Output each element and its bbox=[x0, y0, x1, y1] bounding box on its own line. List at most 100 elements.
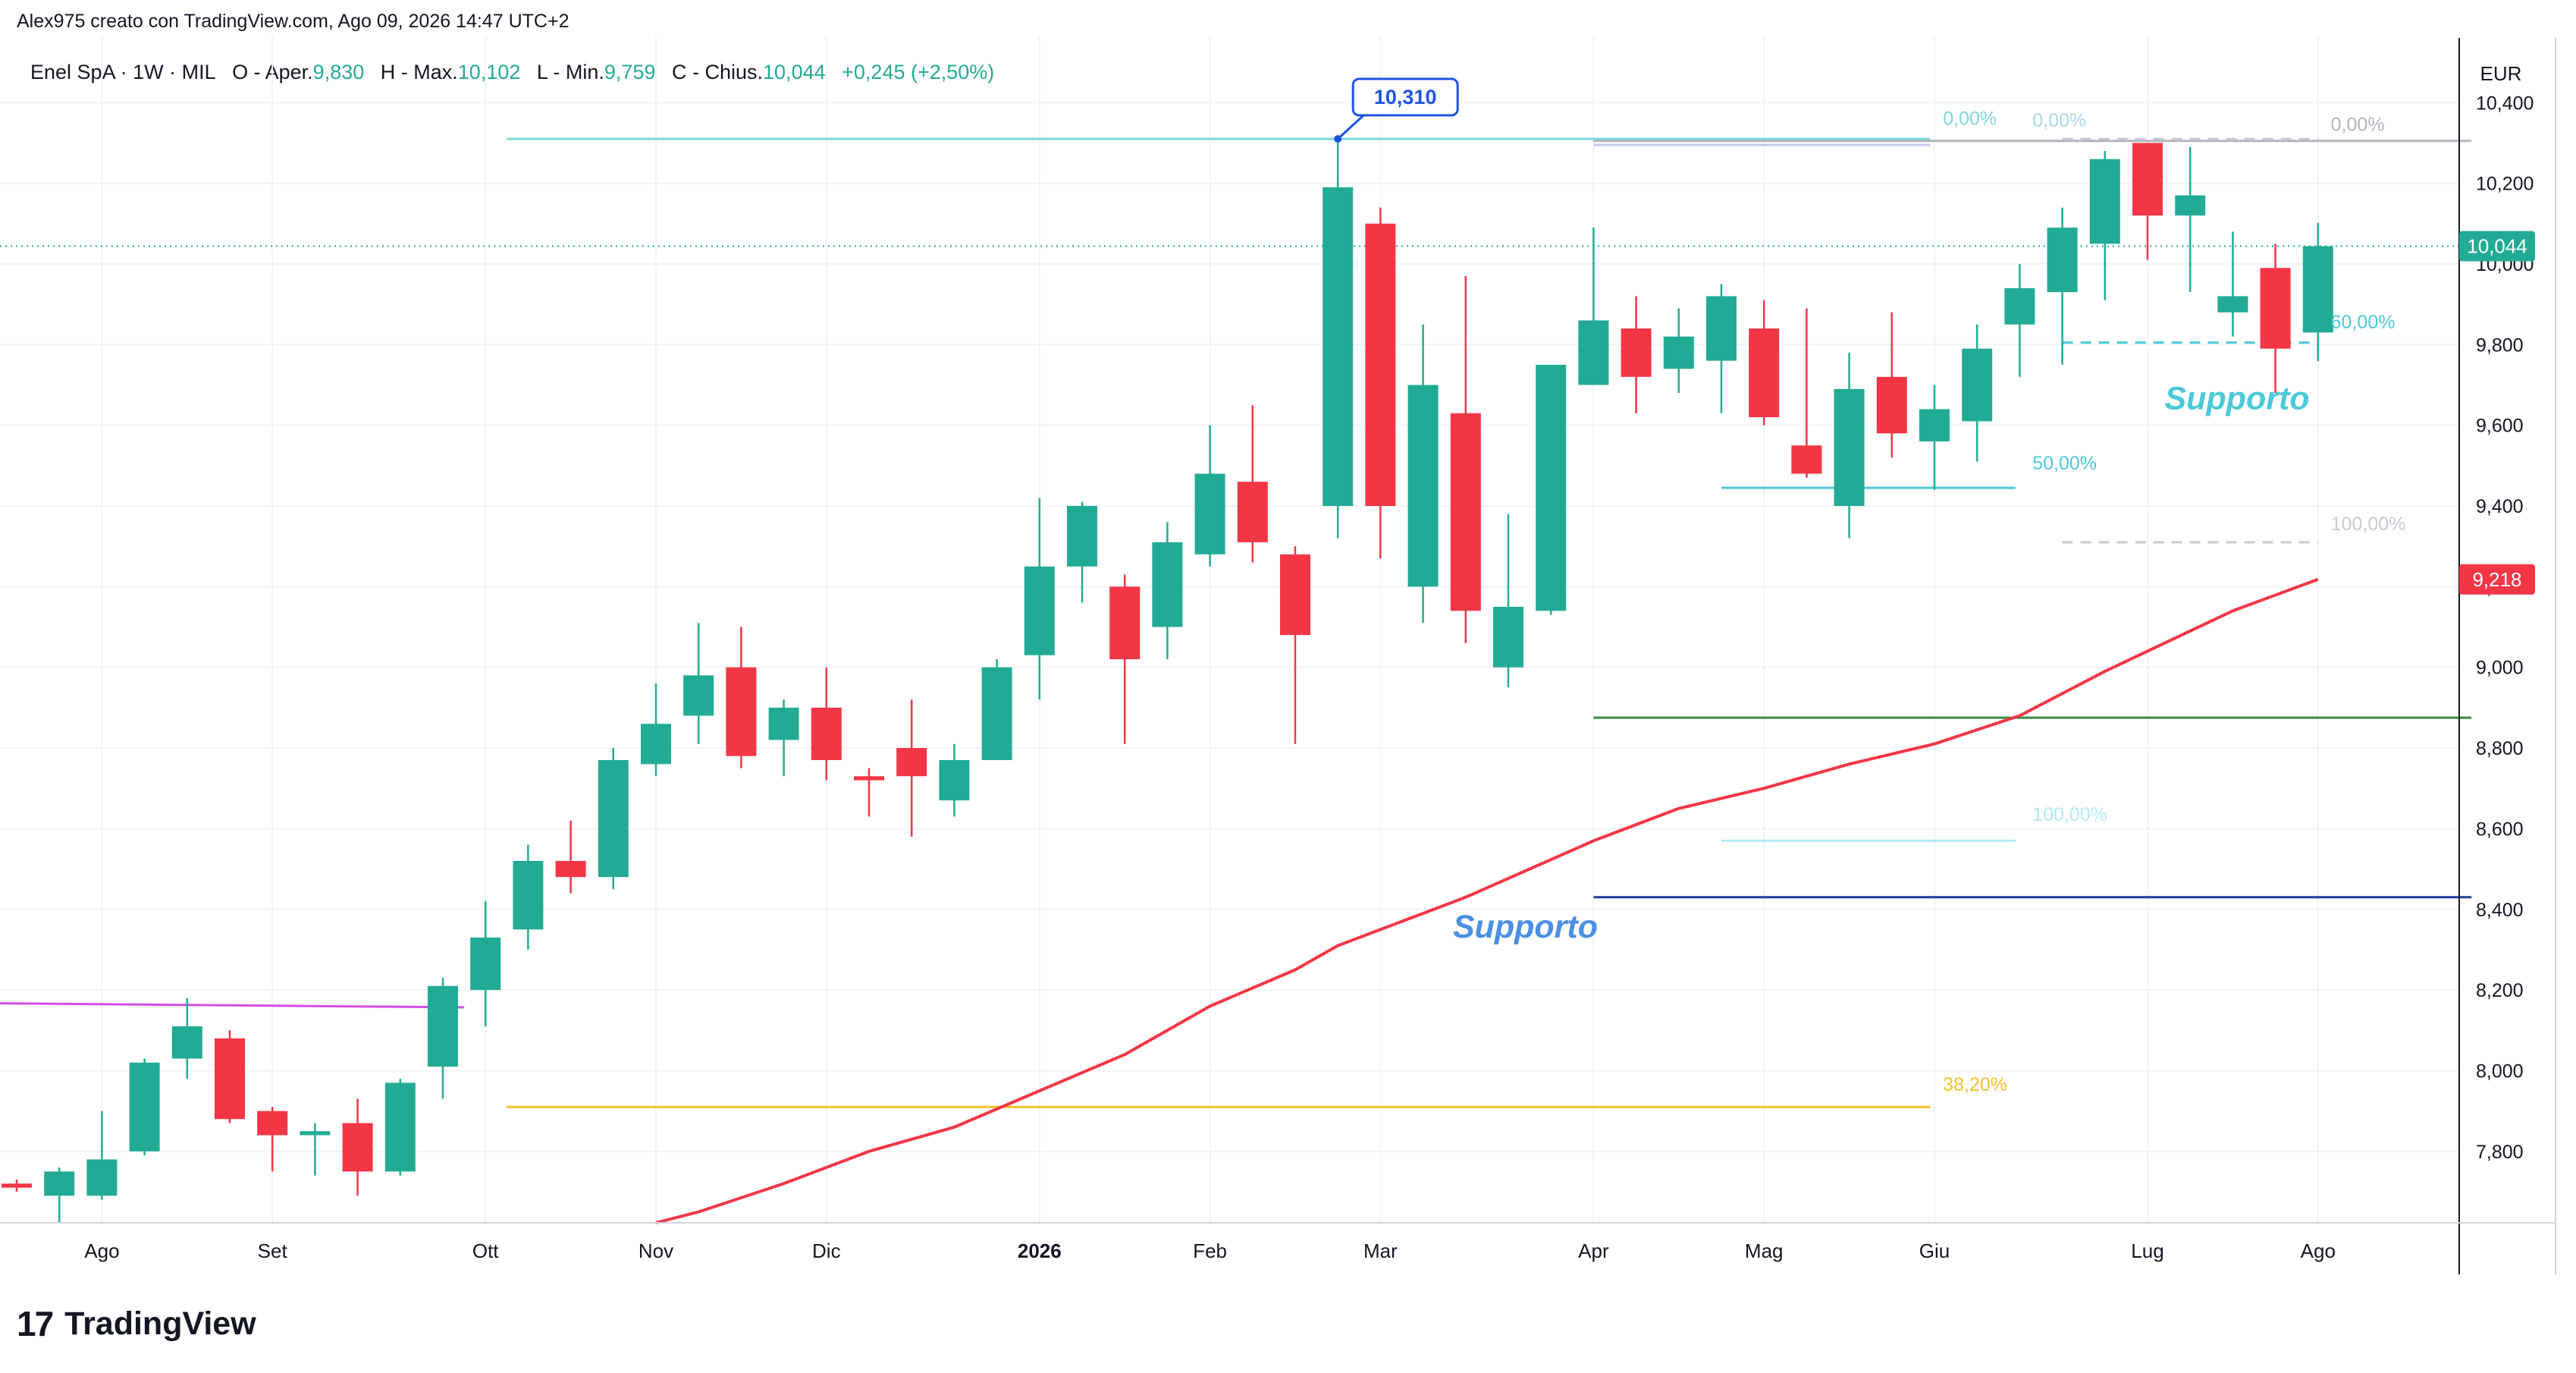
candle bbox=[939, 743, 970, 817]
price-chart[interactable]: 0,00% 0,00% 0,00% 60,00% 50,00% 100,00% 100,00… bbox=[0, 0, 2576, 1290]
change-value: +0,245 (+2,50%) bbox=[842, 61, 995, 83]
candle-body bbox=[384, 1082, 416, 1172]
candle-body bbox=[1067, 506, 1097, 567]
low-label: L - Min. bbox=[536, 61, 604, 83]
candle bbox=[428, 978, 458, 1099]
candle-body bbox=[1365, 223, 1396, 506]
time-axis[interactable]: Ago Set Ott Nov Dic 2026 Feb Mar Apr Mag Giu Lug Ago bbox=[0, 1222, 2556, 1262]
candle-body bbox=[2175, 195, 2206, 216]
candle-body bbox=[1109, 586, 1141, 660]
symbol-name[interactable]: Enel SpA · 1W · MIL bbox=[30, 61, 216, 83]
candle bbox=[1407, 324, 1439, 624]
candle-body bbox=[1280, 554, 1310, 636]
currency-label: EUR bbox=[2480, 62, 2522, 85]
candle bbox=[300, 1123, 331, 1176]
high-label: H - Max. bbox=[380, 61, 458, 83]
candle-body bbox=[2217, 296, 2248, 313]
annotation-label: Supporto bbox=[1453, 909, 1598, 945]
candle-body bbox=[215, 1038, 245, 1120]
candle-body bbox=[2, 1183, 32, 1188]
candle bbox=[1621, 296, 1652, 413]
candle bbox=[44, 1167, 75, 1223]
candle bbox=[257, 1107, 288, 1172]
candle bbox=[1536, 364, 1567, 615]
time-tick: Lug bbox=[2131, 1239, 2163, 1262]
candle-body bbox=[726, 667, 757, 756]
candle-body bbox=[129, 1062, 160, 1151]
candle bbox=[1493, 514, 1523, 688]
candle-body bbox=[598, 760, 629, 878]
candle-body bbox=[555, 860, 586, 878]
candle-body bbox=[1834, 388, 1865, 506]
candle bbox=[1067, 501, 1097, 603]
price-tick: 8,800 bbox=[2476, 738, 2524, 759]
time-tick: Apr bbox=[1578, 1239, 1609, 1262]
candle-body bbox=[1876, 376, 1907, 434]
price-axis[interactable]: 7,8008,0008,2008,4008,6008,8009,0009,200… bbox=[2458, 38, 2556, 1274]
drawing-lines bbox=[0, 137, 2472, 1108]
candle-body bbox=[939, 760, 970, 801]
candle bbox=[1109, 574, 1141, 744]
header-credit: Alex975 creato con TradingView.com, Ago … bbox=[17, 11, 569, 32]
price-tick: 9,800 bbox=[2476, 335, 2524, 356]
callout-box bbox=[1351, 77, 1459, 117]
high-value: 10,102 bbox=[457, 61, 521, 83]
candle-body bbox=[257, 1111, 288, 1136]
candle bbox=[598, 748, 629, 890]
candle bbox=[1323, 139, 1354, 539]
time-tick: Set bbox=[258, 1239, 288, 1262]
price-tick: 8,000 bbox=[2476, 1060, 2524, 1082]
candle bbox=[1024, 498, 1055, 700]
candle-body bbox=[1791, 445, 1822, 474]
price-tick: 8,400 bbox=[2476, 900, 2524, 921]
price-label: 10,044 bbox=[2467, 235, 2527, 258]
candle bbox=[2217, 231, 2248, 337]
candle bbox=[86, 1111, 118, 1200]
line-magenta bbox=[0, 1002, 465, 1009]
candle bbox=[2089, 151, 2120, 300]
candle-body bbox=[1194, 473, 1225, 555]
candle bbox=[2047, 207, 2078, 365]
candle-body bbox=[44, 1171, 75, 1196]
candle-body bbox=[1237, 482, 1268, 542]
annotation-label: 38,20% bbox=[1943, 1074, 2007, 1095]
annotation-label: 100,00% bbox=[2032, 804, 2107, 825]
candle bbox=[1365, 207, 1396, 559]
price-tick: 10,200 bbox=[2476, 174, 2534, 195]
symbol-legend: Enel SpA · 1W · MIL O - Aper.9,830 H - M… bbox=[30, 61, 994, 84]
candle bbox=[215, 1030, 245, 1123]
candle-body bbox=[1024, 566, 1055, 655]
candle-body bbox=[1621, 328, 1652, 377]
callout-pointer bbox=[1337, 114, 1365, 140]
candle bbox=[683, 623, 714, 744]
candle-body bbox=[1919, 409, 1950, 441]
time-tick: Nov bbox=[639, 1239, 673, 1262]
candle-body bbox=[470, 937, 501, 991]
candle bbox=[1876, 312, 1907, 458]
price-label: 9,218 bbox=[2472, 568, 2521, 591]
annotation-label: 50,00% bbox=[2032, 453, 2097, 474]
candle bbox=[470, 901, 501, 1026]
candle bbox=[513, 844, 544, 950]
candle-body bbox=[854, 776, 884, 781]
candle bbox=[342, 1098, 373, 1196]
annotation-label: 100,00% bbox=[2331, 514, 2406, 535]
time-tick: Mar bbox=[1363, 1239, 1398, 1262]
callout-value: 10,310 bbox=[1374, 86, 1437, 108]
candle bbox=[2132, 143, 2163, 260]
candle-body bbox=[1450, 413, 1481, 611]
candles bbox=[2, 139, 2333, 1223]
candle-body bbox=[2132, 143, 2163, 216]
candle bbox=[2, 1180, 32, 1192]
moving-average bbox=[655, 577, 2319, 1224]
candle-body bbox=[1749, 328, 1780, 418]
candle-body bbox=[86, 1159, 118, 1196]
candle-body bbox=[896, 748, 927, 777]
candle-body bbox=[641, 724, 671, 765]
candle-body bbox=[513, 860, 544, 930]
time-tick: Giu bbox=[1919, 1239, 1950, 1262]
price-label-bg bbox=[2459, 564, 2535, 595]
candle-body bbox=[300, 1131, 331, 1136]
candle bbox=[1152, 522, 1183, 660]
candle-body bbox=[1706, 296, 1737, 361]
